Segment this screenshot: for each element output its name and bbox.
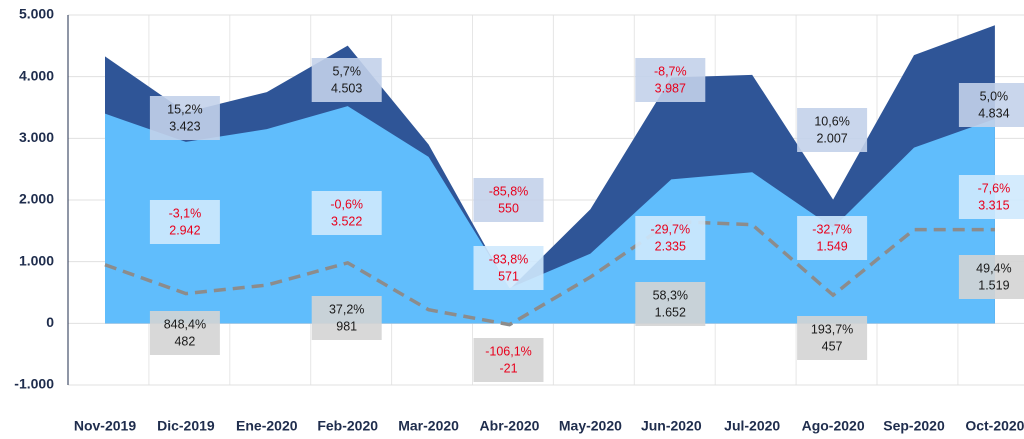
value-label: 3.987	[655, 81, 686, 95]
value-label: 1.652	[655, 305, 686, 319]
value-label: 2.335	[655, 239, 686, 253]
change-label: 10,6%	[814, 114, 849, 128]
x-tick-label: Ago-2020	[802, 418, 865, 434]
x-tick-label: Nov-2019	[74, 418, 136, 434]
x-tick-label: Feb-2020	[317, 418, 378, 434]
value-label: 4.503	[331, 81, 362, 95]
label-box	[149, 200, 220, 244]
change-label: -83,8%	[489, 252, 529, 266]
y-tick-label: 1.000	[19, 252, 54, 268]
label-box	[149, 96, 220, 140]
change-label: 5,0%	[980, 89, 1009, 103]
value-label: 3.315	[978, 198, 1009, 212]
change-label: -29,7%	[650, 222, 690, 236]
label-box	[958, 175, 1024, 219]
change-label: -3,1%	[169, 206, 202, 220]
label-box	[958, 83, 1024, 127]
value-label: 4.834	[978, 106, 1009, 120]
x-tick-label: Dic-2019	[157, 418, 215, 434]
value-label: 1.549	[816, 239, 847, 253]
x-tick-label: Abr-2020	[480, 418, 540, 434]
value-label: 981	[336, 319, 357, 333]
change-label: -106,1%	[485, 344, 532, 358]
line	[104, 219, 995, 327]
change-label: 49,4%	[976, 261, 1011, 275]
x-tick-label: Jul-2020	[724, 418, 780, 434]
y-tick-label: 0	[46, 314, 54, 330]
value-label: -21	[499, 361, 517, 375]
x-tick-label: Oct-2020	[965, 418, 1024, 434]
change-label: -8,7%	[654, 64, 687, 78]
value-label: 571	[498, 269, 519, 283]
label-box	[797, 316, 868, 360]
label-box	[797, 216, 868, 260]
label-box	[958, 255, 1024, 299]
value-label: 2.007	[816, 131, 847, 145]
change-label: 15,2%	[167, 102, 202, 116]
change-label: 848,4%	[164, 317, 206, 331]
x-tick-label: Mar-2020	[398, 418, 459, 434]
label-box	[473, 338, 544, 382]
value-label: 457	[822, 339, 843, 353]
value-label: 3.522	[331, 214, 362, 228]
y-tick-label: 4.000	[19, 67, 54, 83]
change-label: -7,6%	[978, 181, 1011, 195]
y-tick-label: 3.000	[19, 129, 54, 145]
value-label: 2.942	[169, 223, 200, 237]
label-box	[797, 108, 868, 152]
change-label: 5,7%	[332, 64, 361, 78]
label-box	[311, 58, 382, 102]
label-box	[635, 58, 706, 102]
label-box	[149, 311, 220, 355]
change-label: 37,2%	[329, 302, 364, 316]
y-tick-label: -1.000	[14, 376, 54, 392]
change-label: -0,6%	[330, 197, 363, 211]
label-box	[473, 178, 544, 222]
change-label: -85,8%	[489, 184, 529, 198]
y-tick-label: 2.000	[19, 191, 54, 207]
value-label: 482	[174, 334, 195, 348]
label-box	[473, 246, 544, 290]
value-label: 3.423	[169, 119, 200, 133]
label-box	[311, 191, 382, 235]
x-tick-label: Jun-2020	[641, 418, 702, 434]
label-box	[635, 282, 706, 326]
label-box	[635, 216, 706, 260]
change-label: -32,7%	[812, 222, 852, 236]
y-tick-label: 5.000	[19, 6, 54, 22]
x-tick-label: Sep-2020	[883, 418, 945, 434]
x-tick-label: Ene-2020	[236, 418, 298, 434]
x-tick-label: May-2020	[559, 418, 622, 434]
label-box	[311, 296, 382, 340]
change-label: 58,3%	[653, 288, 688, 302]
value-label: 1.519	[978, 278, 1009, 292]
value-label: 550	[498, 201, 519, 215]
change-label: 193,7%	[811, 322, 853, 336]
